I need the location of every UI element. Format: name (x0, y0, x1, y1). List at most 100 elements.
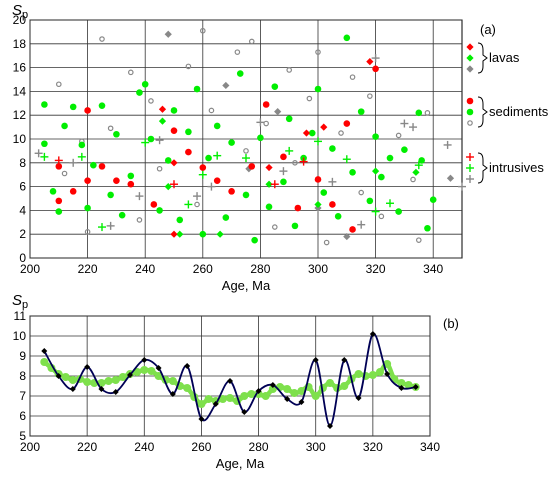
intrusives-legend-brace (477, 152, 488, 184)
intrusives-point (69, 158, 78, 167)
y-tick-label: 11 (14, 309, 27, 323)
smoothed-series-point (68, 376, 77, 384)
intrusives-point (371, 54, 380, 63)
intrusives-point (386, 199, 394, 208)
sediments-point (113, 177, 120, 184)
sediments-point (248, 38, 255, 45)
lavas-point (158, 105, 167, 113)
lavas-legend-marker (466, 54, 474, 62)
sediments-point (329, 145, 336, 152)
sediments-point (148, 98, 154, 104)
lavas-point (265, 180, 273, 188)
y-tick-label: 6 (19, 409, 26, 423)
intrusives-point (193, 192, 202, 201)
sediments-legend-marker (467, 120, 473, 126)
sediments-point (118, 211, 126, 219)
intrusives-point (279, 167, 288, 176)
raw-series-point (155, 365, 162, 371)
sediments-point (367, 93, 373, 99)
intrusives-point (256, 118, 265, 127)
y-tick-label: 2 (19, 227, 26, 241)
sediments-point (294, 204, 302, 212)
sediments-point (193, 85, 201, 93)
sediments-point (170, 107, 178, 114)
intrusives-point (443, 140, 452, 149)
raw-series-point (84, 364, 91, 370)
sediments-point (343, 120, 351, 127)
intrusives-point (400, 119, 409, 128)
sediments-point (213, 177, 221, 184)
sediments-point (234, 49, 241, 55)
sediments-point (136, 89, 143, 96)
smoothed-series-point (240, 392, 249, 400)
intrusives-point (170, 180, 178, 189)
smoothed-series-point (118, 373, 127, 381)
intrusives-legend-marker (466, 175, 474, 183)
scatter-panel: 200 220 240 260 280 300 320 340 0 2 4 6 8 10 12 14 16 18 2… (12, 2, 549, 293)
lavas-legend-label: lavas (489, 50, 520, 65)
smoothed-series-point (226, 394, 234, 402)
lavas-legend-marker (466, 65, 474, 73)
sediments-point (136, 217, 143, 223)
raw-series-point (327, 423, 333, 429)
intrusives-point (34, 149, 43, 158)
sediments-point (98, 163, 106, 170)
line-series (40, 331, 420, 429)
smoothed-series-point (61, 373, 70, 381)
x-tick-label: 240 (134, 440, 154, 454)
smoothed-series-point (283, 385, 292, 393)
sediments-point (78, 141, 86, 149)
sediments-point (263, 120, 269, 127)
y-tick-label: 5 (19, 429, 26, 443)
intrusives-point (98, 223, 106, 232)
intrusives-point (414, 161, 423, 170)
smoothed-series-point (368, 371, 377, 379)
raw-series-point (284, 396, 291, 402)
raw-series-point (98, 386, 105, 392)
raw-series-point (355, 395, 362, 401)
sediments-point (349, 226, 356, 233)
intrusives-legend-label: intrusives (489, 160, 544, 175)
x-tick-label: 220 (78, 262, 98, 276)
intrusives-point (328, 177, 337, 186)
raw-series-point (241, 409, 248, 415)
sediments-point (308, 129, 316, 137)
sediments-point (251, 236, 258, 244)
y-tick-label: 8 (19, 156, 26, 170)
sediments-point (147, 135, 155, 143)
sediments-point (41, 101, 48, 108)
smoothed-series-point (247, 390, 256, 398)
sediments-point (199, 230, 207, 238)
sediments-point (291, 222, 299, 230)
sediments-point (286, 67, 293, 73)
sediments-legend-marker (466, 97, 474, 105)
lavas-point (446, 174, 455, 182)
sediments-point (61, 170, 68, 177)
x-tick-label: 200 (20, 262, 40, 276)
sediments-point (378, 173, 385, 181)
raw-series-point (112, 389, 119, 395)
raw-series-point (184, 363, 191, 369)
legend: lavas sediments intrusives (466, 42, 549, 184)
lavas-point (265, 163, 273, 172)
sediments-point (292, 160, 298, 166)
panel-label-b: (b) (443, 316, 459, 331)
lavas-legend-marker (466, 43, 474, 51)
lavas-point (366, 58, 374, 66)
sediments-point (320, 189, 328, 196)
y-tick-label: 10 (13, 132, 27, 146)
lavas-legend-brace (477, 42, 488, 74)
sediments-point (349, 74, 356, 80)
sediments-point (55, 163, 63, 170)
lavas-point (216, 230, 224, 238)
sediments-legend-label: sediments (489, 104, 549, 119)
sediments-point (271, 224, 278, 230)
sediments-point (228, 188, 235, 195)
intrusives-point (207, 182, 216, 191)
y-tick-label: 18 (13, 37, 27, 51)
lavas-point (158, 117, 167, 125)
intrusives-point (135, 192, 144, 201)
intrusives-legend-marker (466, 153, 474, 161)
x-tick-label: 300 (308, 262, 328, 276)
